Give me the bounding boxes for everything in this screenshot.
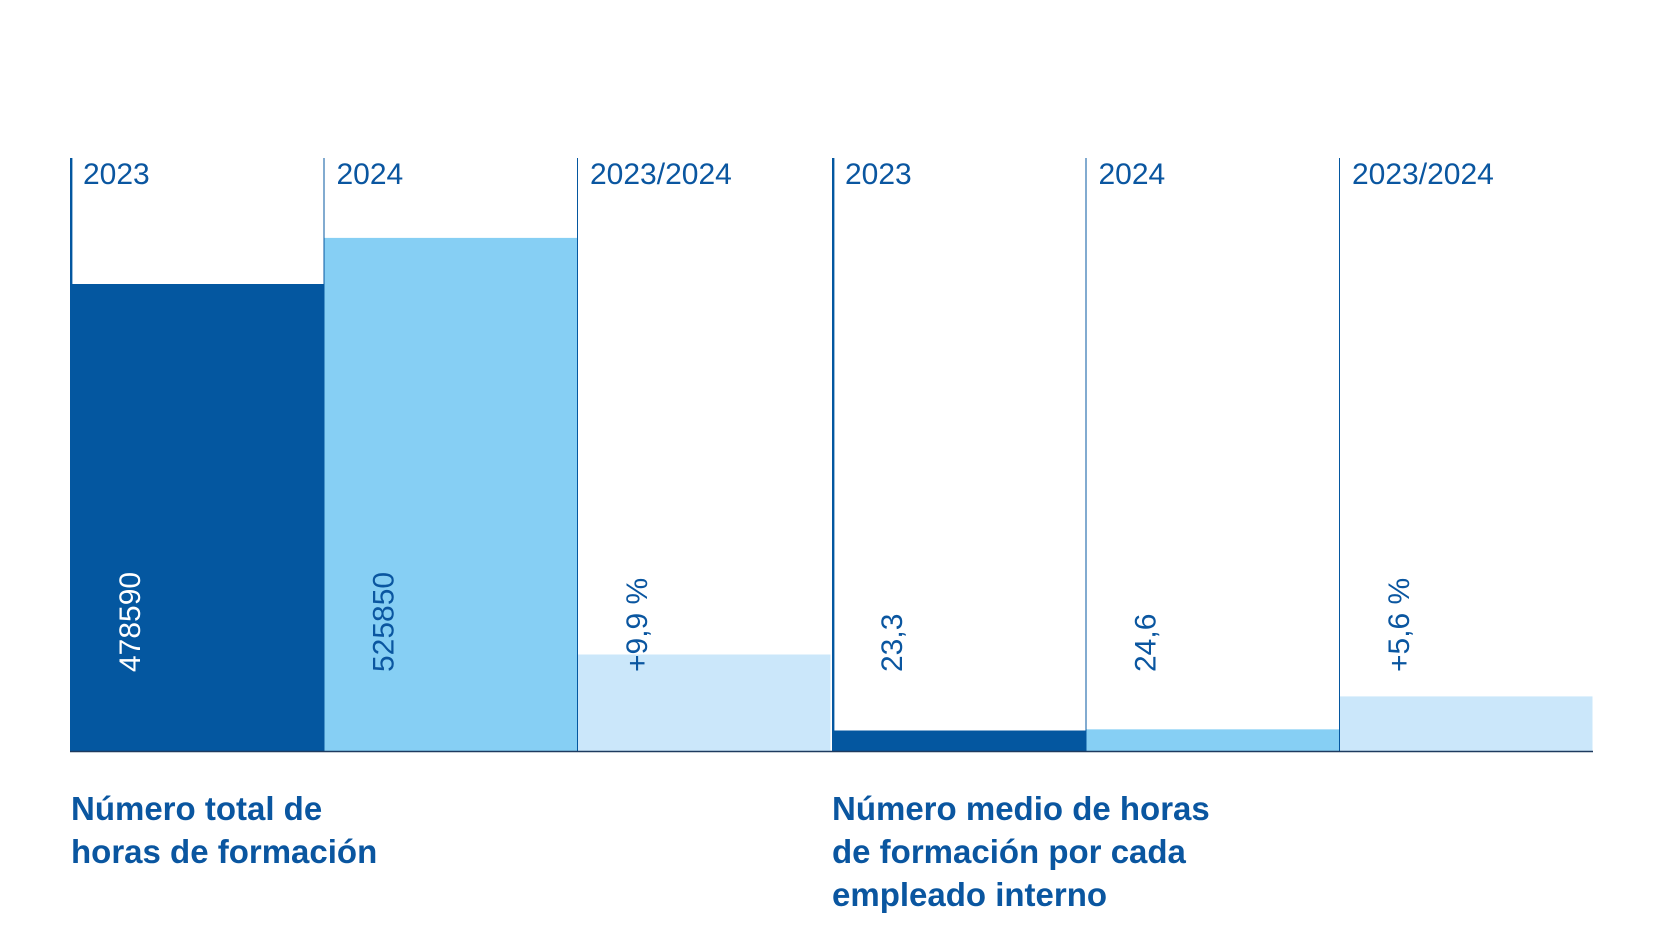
chart-2-bar-1 — [832, 730, 1086, 751]
chart-2-bar-2 — [1085, 729, 1339, 751]
chart-2-value-label-2: 24,6 — [1130, 614, 1163, 672]
chart-1-category-label-2: 2024 — [337, 158, 404, 191]
chart-1-bar-3 — [577, 654, 831, 751]
chart-2-category-label-1: 2023 — [845, 158, 912, 191]
chart-1-value-label-1: 478590 — [114, 572, 147, 672]
chart-2-value-label-1: 23,3 — [876, 614, 909, 672]
chart-2-value-label-3: +5,6 % — [1383, 578, 1416, 672]
chart-1-value-label-2: 525850 — [368, 572, 401, 672]
chart-2-title: Número medio de horas de formación por c… — [832, 790, 1210, 913]
chart-1-category-label-3: 2023/2024 — [590, 158, 732, 191]
chart-1-category-label-1: 2023 — [83, 158, 150, 191]
chart-1-title: Número total de horas de formación — [71, 790, 378, 870]
chart-1-value-label-3: +9,9 % — [621, 578, 654, 672]
chart-2-category-label-3: 2023/2024 — [1352, 158, 1494, 191]
chart-2-bar-3 — [1339, 696, 1593, 751]
chart-1-bar-2 — [323, 237, 577, 751]
chart-2-category-label-2: 2024 — [1099, 158, 1166, 191]
chart-1-bar-1 — [70, 284, 324, 751]
